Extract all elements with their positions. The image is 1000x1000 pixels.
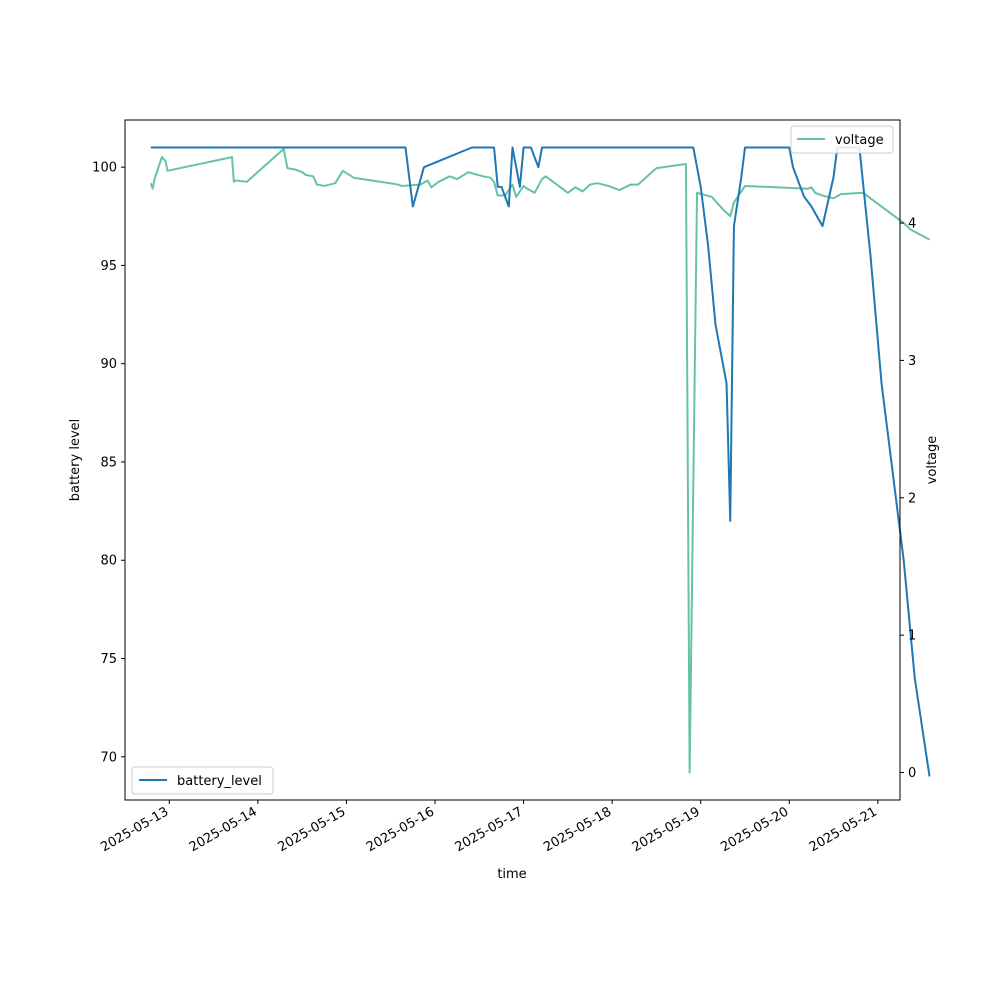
voltage-legend-box bbox=[790, 125, 894, 154]
voltage-legend-label: voltage bbox=[835, 133, 884, 148]
x-axis-label: time bbox=[497, 867, 526, 882]
plot-area bbox=[125, 120, 900, 800]
right-tick-label: 2 bbox=[908, 491, 916, 506]
right-y-axis: 0 1 2 3 4 bbox=[900, 217, 916, 781]
voltage-series-layer bbox=[149, 147, 930, 774]
left-tick-label: 85 bbox=[100, 455, 117, 470]
plot-frame bbox=[124, 119, 901, 801]
right-tick-label: 0 bbox=[908, 766, 916, 781]
left-tick-label: 90 bbox=[100, 357, 117, 372]
right-y-axis-label: voltage bbox=[925, 436, 940, 485]
right-tick-label: 1 bbox=[908, 629, 916, 644]
right-tick-label: 3 bbox=[908, 354, 916, 369]
right-tick-label: 4 bbox=[908, 217, 916, 232]
left-tick-label: 95 bbox=[100, 259, 117, 274]
battery-legend-box bbox=[131, 766, 274, 795]
battery-legend: battery_level bbox=[131, 766, 274, 795]
voltage-line bbox=[149, 147, 930, 774]
voltage-legend: voltage bbox=[790, 125, 894, 154]
left-tick-label: 80 bbox=[100, 554, 117, 569]
left-y-axis: 70 75 80 85 90 95 100 bbox=[92, 161, 125, 765]
left-tick-label: 70 bbox=[100, 750, 117, 765]
left-tick-label: 75 bbox=[100, 652, 117, 667]
left-tick-label: 100 bbox=[92, 161, 117, 176]
battery-legend-label: battery_level bbox=[177, 774, 262, 789]
left-y-axis-label: battery level bbox=[68, 419, 83, 502]
